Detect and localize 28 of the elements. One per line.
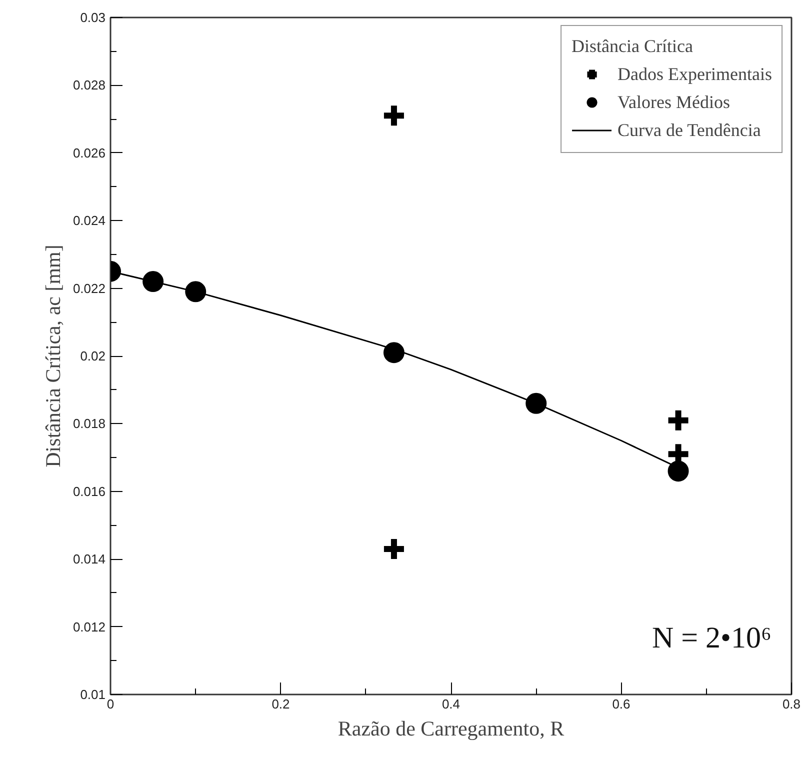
x-tick-label: 0.8	[782, 696, 801, 712]
y-tick-label: 0.012	[72, 619, 106, 634]
y-tick-label: 0.01	[80, 687, 106, 702]
y-tick-label: 0.028	[72, 78, 106, 93]
x-axis-title: Razão de Carregamento, R	[338, 716, 564, 740]
point	[526, 392, 547, 414]
y-axis-title: Distância Crítica, ac [mm]	[40, 244, 65, 468]
y-tick-label: 0.022	[72, 280, 106, 296]
point	[142, 271, 164, 292]
legend-label: Dados Experimentais	[618, 62, 772, 86]
point	[383, 342, 404, 364]
legend-title: Distância Crítica	[572, 36, 694, 57]
point	[185, 281, 206, 302]
annotation: N = 2•10⁶	[652, 622, 772, 654]
y-tick-label: 0.026	[72, 145, 106, 160]
y-tick-label: 0.03	[80, 10, 106, 25]
y-tick-label: 0.02	[80, 348, 106, 364]
y-tick-label: 0.018	[72, 416, 106, 432]
x-tick-label: 0	[106, 696, 114, 712]
x-tick-label: 0.6	[612, 696, 630, 712]
x-tick-label: 0.2	[272, 696, 290, 712]
x-tick-label: 0.4	[442, 696, 460, 712]
y-tick-label: 0.014	[72, 552, 106, 567]
y-tick-label: 0.024	[72, 213, 106, 228]
point	[668, 460, 689, 482]
legend-label: Valores Médios	[618, 90, 730, 114]
legend-label: Curva de Tendência	[618, 118, 761, 142]
y-tick-label: 0.016	[72, 484, 106, 499]
